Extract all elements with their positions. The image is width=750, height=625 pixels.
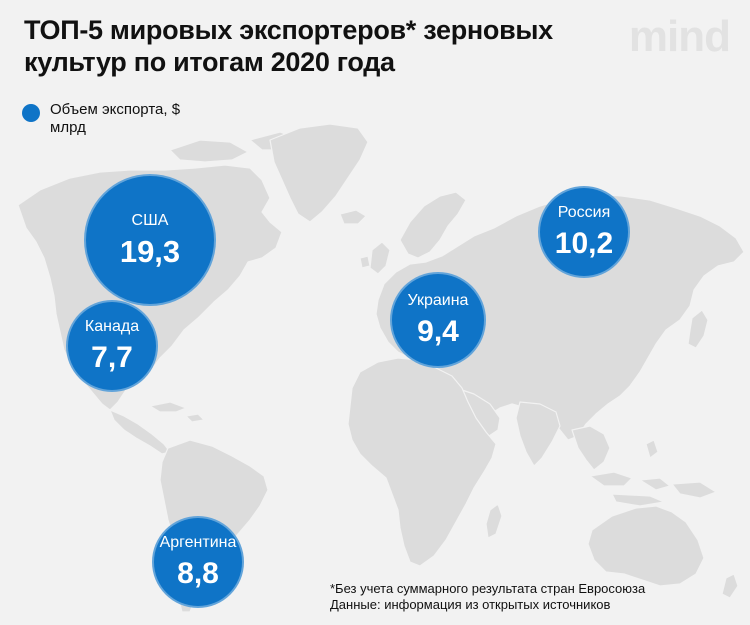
bubble-value-label: 19,3 xyxy=(119,234,181,269)
greenland-landmass xyxy=(269,123,369,223)
bubble-canada: Канада 7,7 xyxy=(66,300,158,392)
scandinavia-landmass xyxy=(399,191,467,259)
bubble-ukraine: Украина 9,4 xyxy=(390,272,486,368)
southeast-asia-landmass xyxy=(571,425,611,471)
iceland-landmass xyxy=(339,209,367,225)
bubble-country-label: Украина xyxy=(407,292,469,309)
bubble-value-label: 10,2 xyxy=(554,227,614,260)
bubble-country-label: Россия xyxy=(557,204,611,221)
japan-landmass xyxy=(687,309,709,349)
bubble-value-label: 9,4 xyxy=(417,315,459,348)
madagascar-landmass xyxy=(485,503,503,539)
british-isles-landmass xyxy=(359,241,391,275)
australia-landmass xyxy=(587,505,705,587)
india-landmass xyxy=(515,401,561,467)
indonesia-islands xyxy=(589,471,671,507)
legend-bubble-icon xyxy=(22,104,40,122)
bubble-country-label: США xyxy=(131,212,169,229)
bubble-value-label: 8,8 xyxy=(177,557,219,590)
bubble-argentina: Аргентина 8,8 xyxy=(152,516,244,608)
page-title: ТОП-5 мировых экспортеров* зерновых куль… xyxy=(24,15,553,77)
footnote: *Без учета суммарного результата стран Е… xyxy=(330,581,645,613)
bubble-country-label: Аргентина xyxy=(159,534,237,551)
bubble-value-label: 7,7 xyxy=(91,341,133,374)
footnote-source: Данные: информация из открытых источнико… xyxy=(330,597,611,612)
caribbean-islands xyxy=(149,401,205,423)
legend: Объем экспорта, $ млрд xyxy=(22,101,220,137)
footnote-eu-note: *Без учета суммарного результата стран Е… xyxy=(330,581,646,596)
new-zealand-landmass xyxy=(721,573,739,599)
mind-logo: mind xyxy=(628,12,731,61)
bubble-russia: Россия 10,2 xyxy=(538,186,630,278)
legend-label: Объем экспорта, $ млрд xyxy=(50,101,181,136)
central-america-landmass xyxy=(109,409,171,455)
africa-landmass xyxy=(347,357,497,567)
bubble-country-label: Канада xyxy=(84,318,140,335)
new-guinea-landmass xyxy=(645,439,717,499)
bubble-usa: США 19,3 xyxy=(84,174,216,306)
